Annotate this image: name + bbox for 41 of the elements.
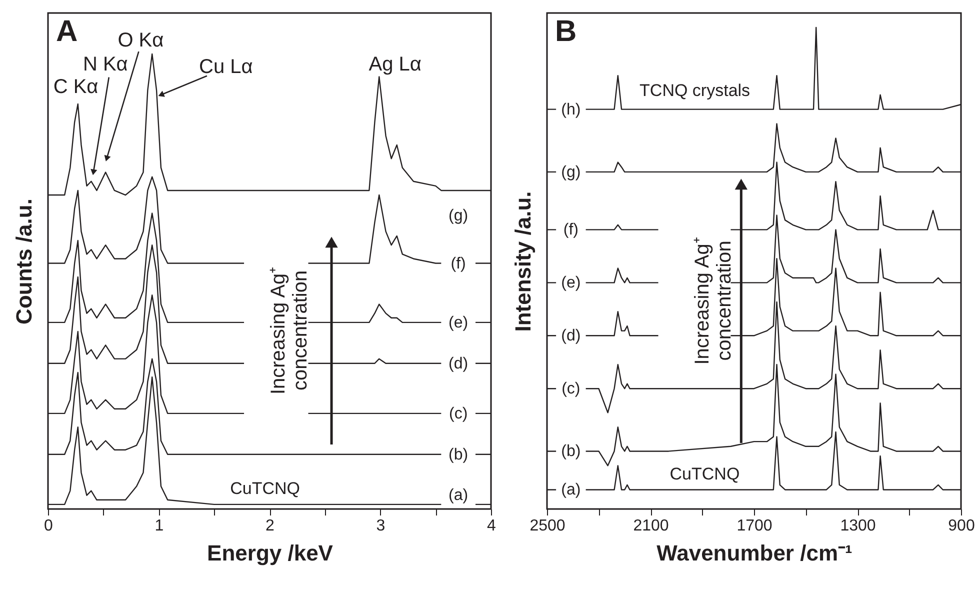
series-label: (e) xyxy=(448,314,468,332)
x-tick-label: 900 xyxy=(948,518,975,534)
annotation: Increasing Ag⁺ concentration xyxy=(267,266,312,395)
x-axis-title: Energy /keV xyxy=(207,540,334,566)
x-tick-label: 2100 xyxy=(633,518,669,534)
series-label: (a) xyxy=(448,487,468,504)
series-label: (g) xyxy=(448,207,468,224)
series-label: (f) xyxy=(563,222,578,239)
series-label: (d) xyxy=(448,355,468,372)
series-label: (g) xyxy=(561,164,581,181)
series-label: (e) xyxy=(561,274,581,292)
annotation: CuTCNQ xyxy=(230,479,300,498)
y-axis-title: Counts /a.u. xyxy=(12,198,36,324)
y-axis-title: Intensity /a.u. xyxy=(510,191,536,332)
x-axis-title: Wavenumber /cm⁻¹ xyxy=(656,540,852,566)
series-label: (c) xyxy=(449,405,468,422)
x-tick-label: 2 xyxy=(266,518,275,534)
x-tick-label: 3 xyxy=(376,518,386,534)
series-label: (b) xyxy=(448,446,468,464)
x-tick-label: 2500 xyxy=(530,518,566,534)
annotation: C Kα xyxy=(53,76,98,98)
series-label: (a) xyxy=(561,482,581,499)
annotation: CuTCNQ xyxy=(670,464,740,484)
chart-title: A xyxy=(56,15,78,48)
x-tick-label: 1 xyxy=(154,518,164,534)
x-tick-label: 1300 xyxy=(840,518,876,534)
x-tick-label: 4 xyxy=(487,518,496,534)
annotation: N Kα xyxy=(82,53,128,76)
annotation: Increasing Ag⁺ concentration xyxy=(692,236,736,365)
annotation: O Kα xyxy=(118,30,164,52)
series-label: (d) xyxy=(561,328,581,345)
x-tick-label: 1700 xyxy=(736,518,772,534)
series-label: (f) xyxy=(450,255,466,272)
chart-title: B xyxy=(555,15,577,48)
annotation: Ag Lα xyxy=(368,54,422,76)
x-tick-label: 0 xyxy=(44,518,54,534)
series-label: (h) xyxy=(561,101,581,118)
annotation: TCNQ crystals xyxy=(640,80,750,100)
series-label: (c) xyxy=(562,380,580,398)
annotation: Cu Lα xyxy=(199,56,253,78)
series-label: (b) xyxy=(561,443,581,460)
